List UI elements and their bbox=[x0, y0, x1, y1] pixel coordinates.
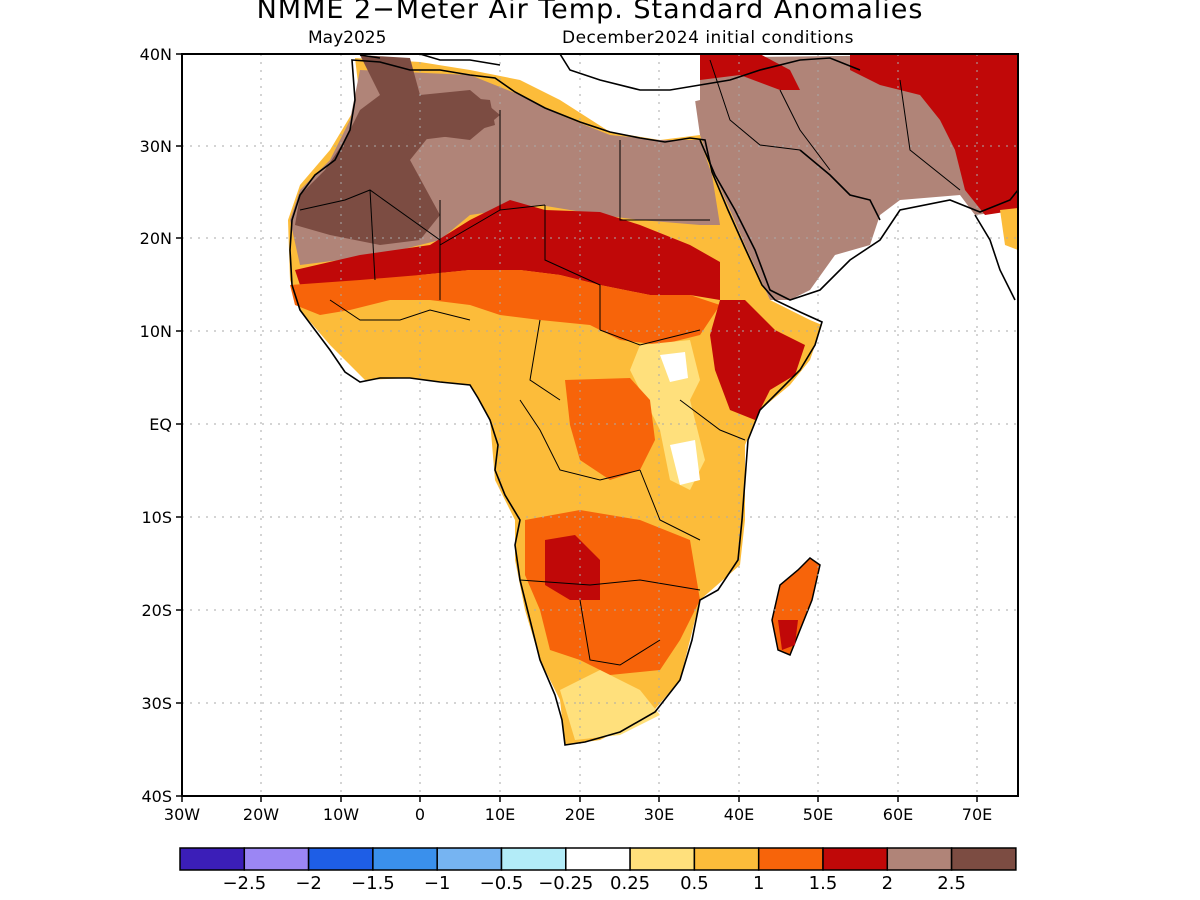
lat-label: 20S bbox=[141, 601, 172, 620]
map-grid bbox=[182, 54, 1018, 796]
colorbar-label: −1.5 bbox=[351, 873, 395, 894]
map-frame bbox=[181, 53, 1019, 797]
lat-label: 10S bbox=[141, 508, 172, 527]
madagascar-red-anomaly bbox=[778, 620, 798, 650]
colorbar-swatch bbox=[629, 847, 696, 871]
colorbar-label: −0.5 bbox=[480, 873, 524, 894]
horn-red-anomaly bbox=[710, 300, 805, 420]
latitude-labels: 40N 30N 20N 10N EQ 10S 20S 30S 40S bbox=[140, 45, 172, 806]
africa-coastline bbox=[289, 59, 823, 746]
sahel-orange-band bbox=[290, 270, 720, 345]
colorbar-swatch bbox=[179, 847, 246, 871]
colorbar-label: 1.5 bbox=[809, 873, 838, 894]
lat-label: 30S bbox=[141, 694, 172, 713]
lon-label: 60E bbox=[883, 805, 913, 824]
central-sahara-dark-anomaly bbox=[380, 95, 495, 140]
lat-label: 30N bbox=[140, 137, 172, 156]
lat-label: EQ bbox=[149, 415, 172, 434]
colorbar-swatch bbox=[372, 847, 438, 871]
colorbar-swatch bbox=[307, 847, 374, 871]
iran-red-anomaly bbox=[850, 54, 1018, 215]
sahel-red-band bbox=[295, 200, 720, 300]
near-zero-patch-1 bbox=[660, 352, 688, 382]
lat-label: 20N bbox=[140, 229, 172, 248]
south-africa-yellow-anomaly bbox=[560, 670, 660, 740]
colorbar-swatch bbox=[693, 847, 760, 871]
longitude-labels: 30W 20W 10W 0 10E 20E 30E 40E 50E 60E 70… bbox=[164, 805, 992, 824]
colorbar-label: −2 bbox=[295, 873, 322, 894]
colorbar-swatch bbox=[886, 847, 953, 871]
axis-ticks bbox=[176, 53, 978, 802]
near-zero-patch-2 bbox=[670, 440, 700, 485]
colorbar-swatch bbox=[757, 847, 824, 871]
colorbar-swatch bbox=[500, 847, 567, 871]
colorbar bbox=[179, 847, 1017, 871]
lat-label: 40N bbox=[140, 45, 172, 64]
colorbar-swatch bbox=[822, 847, 889, 871]
colorbar-label: 0.25 bbox=[610, 873, 650, 894]
colorbar-label: 1 bbox=[753, 873, 764, 894]
anomaly-shading bbox=[288, 54, 1018, 745]
colorbar-label: −0.25 bbox=[538, 873, 593, 894]
lon-label: 50E bbox=[803, 805, 833, 824]
lon-label: 30W bbox=[164, 805, 200, 824]
colorbar-swatch bbox=[950, 847, 1017, 871]
mediterranean-north-coast bbox=[359, 54, 861, 91]
gulf-coastline bbox=[799, 149, 881, 221]
lon-label: 0 bbox=[415, 805, 425, 824]
map-title: NMME 2−Meter Air Temp. Standard Anomalie… bbox=[256, 0, 924, 25]
lon-label: 70E bbox=[962, 805, 992, 824]
colorbar-label: −2.5 bbox=[222, 873, 266, 894]
red-sea-coastline bbox=[699, 139, 1018, 301]
colorbar-swatch bbox=[436, 847, 503, 871]
colorbar-label: 2 bbox=[882, 873, 893, 894]
lat-label: 10N bbox=[140, 322, 172, 341]
india-coastline bbox=[974, 214, 1016, 301]
colorbar-label: 0.5 bbox=[680, 873, 709, 894]
lon-label: 20W bbox=[243, 805, 279, 824]
gulf-red-anomaly bbox=[690, 54, 800, 90]
colorbar-swatch bbox=[243, 847, 310, 871]
lon-label: 40E bbox=[724, 805, 754, 824]
map-area bbox=[182, 54, 1018, 796]
lon-label: 20E bbox=[565, 805, 595, 824]
central-africa-orange-anomaly bbox=[565, 378, 655, 480]
colorbar-label: −1 bbox=[424, 873, 451, 894]
initial-conditions-label: December2024 initial conditions bbox=[562, 28, 854, 48]
lon-label: 10W bbox=[323, 805, 359, 824]
india-yellow-anomaly bbox=[1000, 208, 1018, 250]
forecast-month: May2025 bbox=[308, 28, 387, 48]
europe-no-data bbox=[410, 54, 700, 110]
colorbar-swatch bbox=[565, 847, 631, 871]
lat-label: 40S bbox=[141, 787, 172, 806]
coastlines bbox=[289, 54, 1018, 746]
lon-label: 30E bbox=[644, 805, 674, 824]
angola-red-anomaly bbox=[545, 535, 600, 600]
lon-label: 10E bbox=[485, 805, 515, 824]
madagascar-land bbox=[771, 557, 821, 656]
country-borders bbox=[299, 59, 961, 666]
colorbar-labels: −2.5 −2 −1.5 −1 −0.5 −0.25 0.25 0.5 1 1.5 2 2.5 bbox=[222, 873, 965, 894]
colorbar-label: 2.5 bbox=[937, 873, 966, 894]
